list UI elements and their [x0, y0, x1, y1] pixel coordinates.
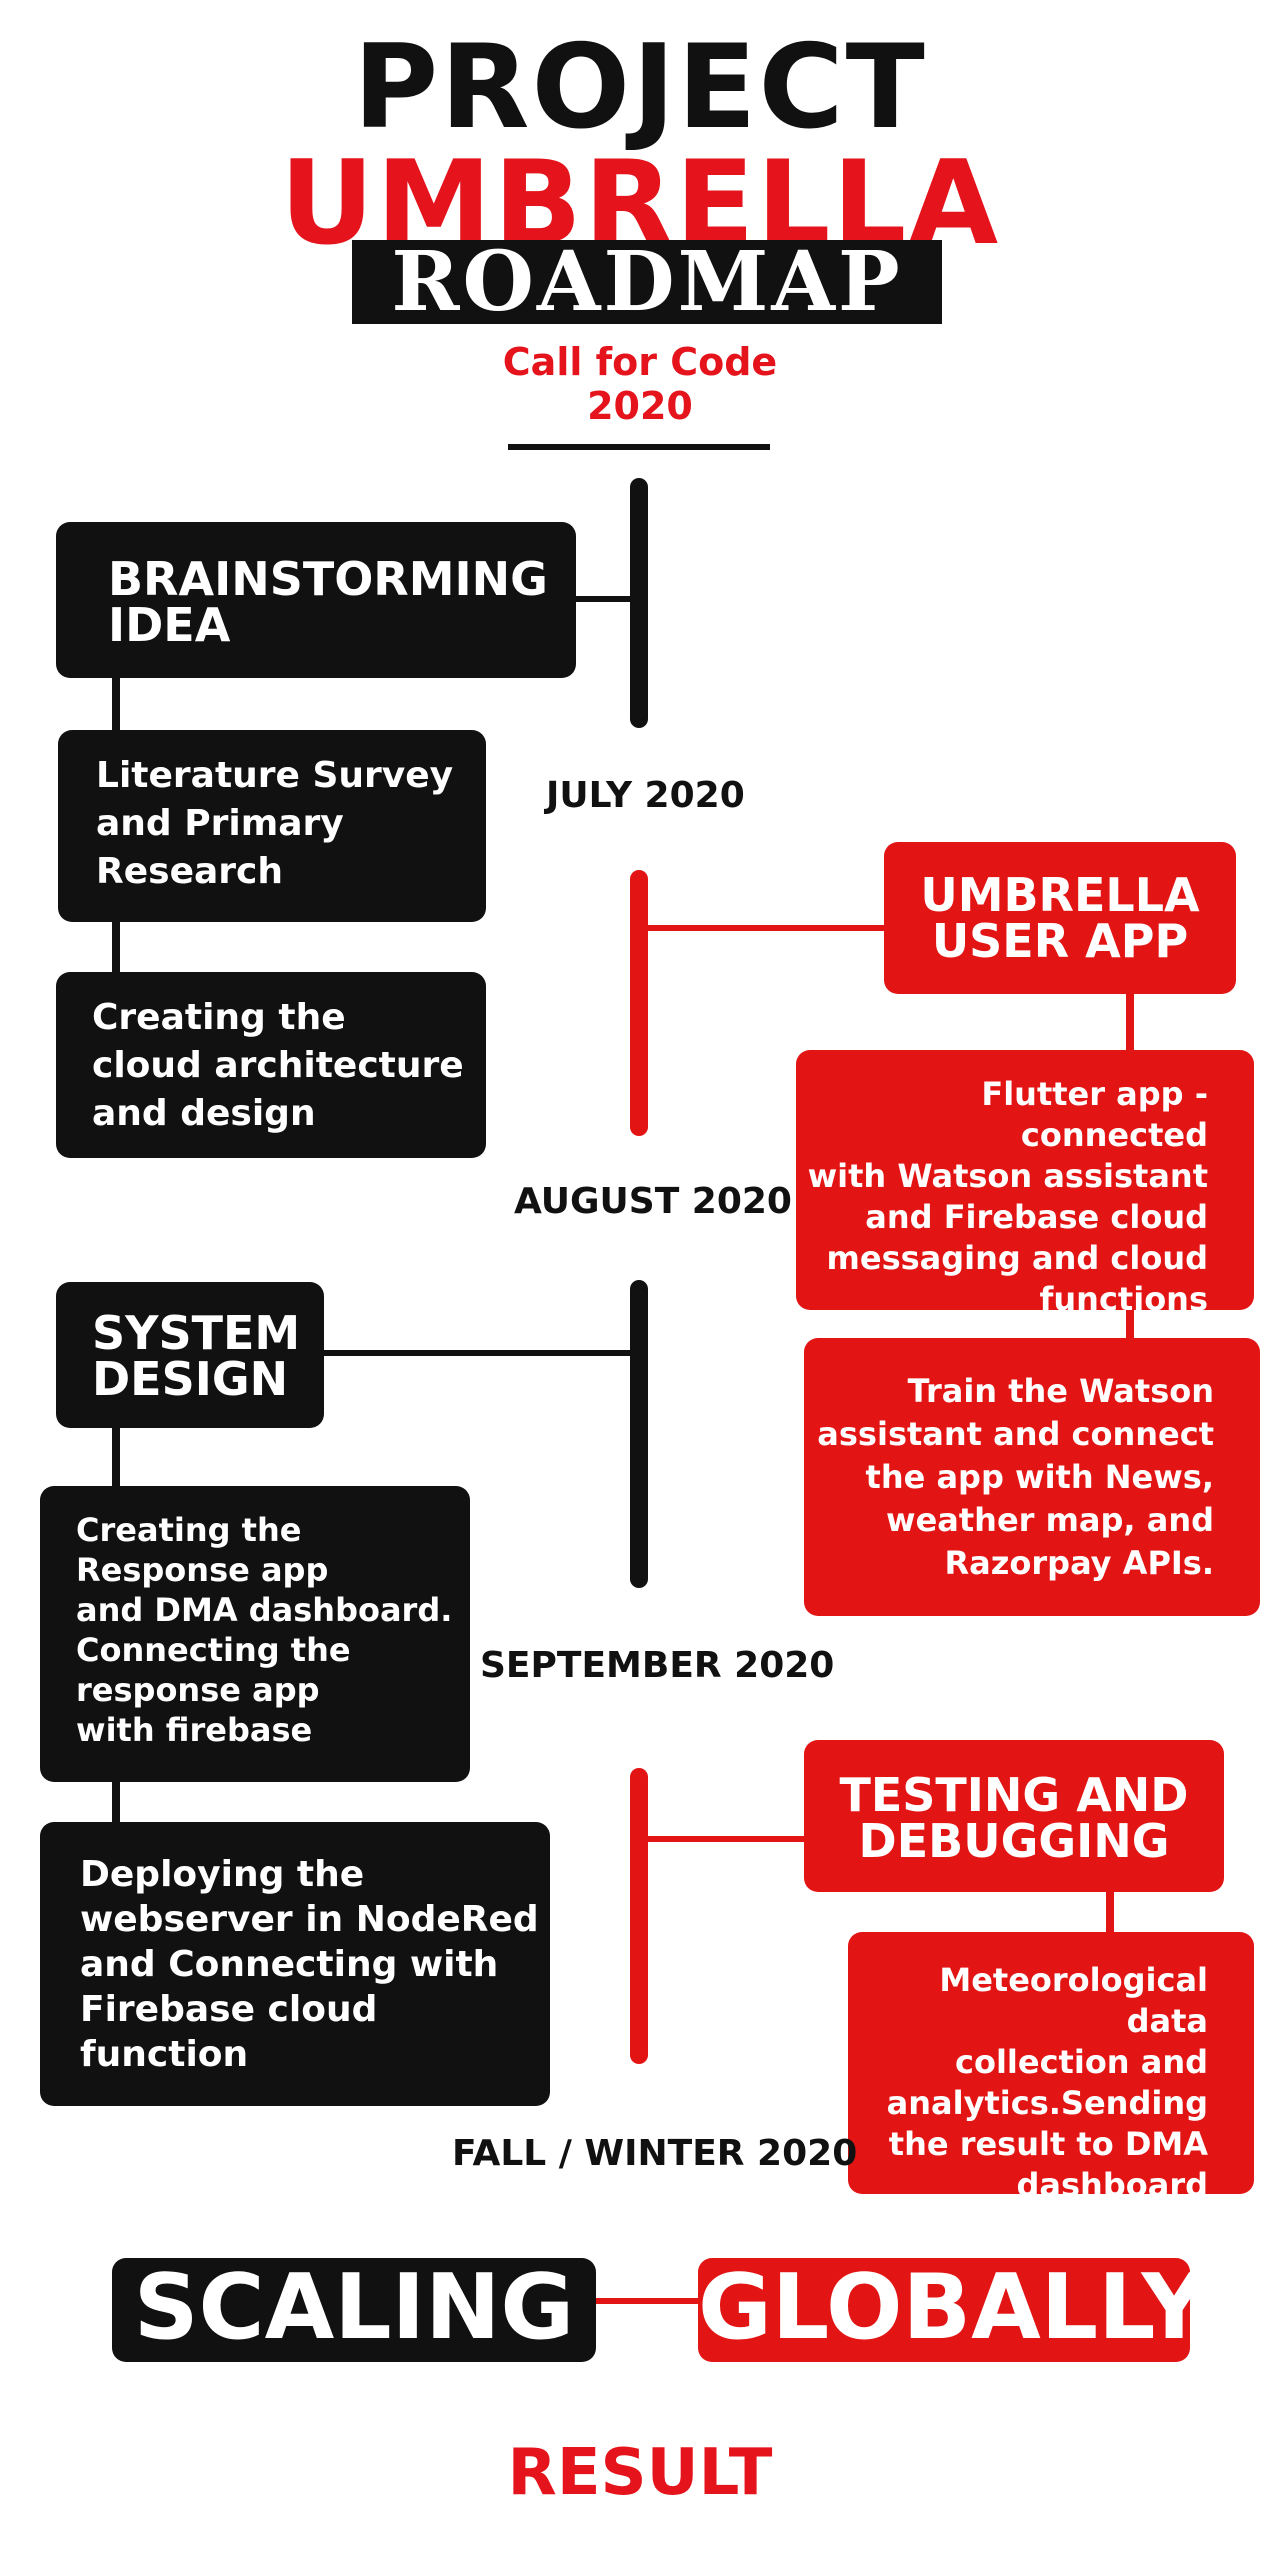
- right-stem-bottom: [1106, 1888, 1114, 1938]
- train-line1: Train the Watson: [907, 1372, 1214, 1410]
- system-design-line1: SYSTEM: [92, 1306, 301, 1360]
- timeline-bar-september: [630, 1280, 648, 1588]
- subtitle-line2: 2020: [587, 384, 693, 428]
- testing-line1: TESTING AND: [839, 1768, 1189, 1822]
- connector-testing: [640, 1836, 808, 1842]
- brainstorming-line2: IDEA: [108, 598, 231, 652]
- timeline-bar-fall: [630, 1768, 648, 2064]
- webserver-line1: Deploying the: [80, 1854, 365, 1895]
- flutter-line2: with Watson assistant: [807, 1157, 1208, 1195]
- date-fall-winter: FALL / WINTER 2020: [452, 2133, 858, 2174]
- testing-line2: DEBUGGING: [858, 1814, 1170, 1868]
- connector-user-app: [640, 925, 884, 931]
- scaling-banner: SCALING: [112, 2258, 596, 2362]
- webserver-line3: and Connecting with: [80, 1944, 499, 1985]
- flutter-app-box: Flutter app - connected with Watson assi…: [796, 1050, 1254, 1318]
- flutter-line3: and Firebase cloud: [865, 1198, 1208, 1236]
- literature-line3: Research: [96, 851, 283, 892]
- webserver-box: Deploying the webserver in NodeRed and C…: [40, 1822, 550, 2106]
- response-line5: response app: [76, 1671, 320, 1709]
- subtitle-underline: [508, 444, 770, 450]
- connector-banner: [592, 2298, 702, 2304]
- globally-banner: GLOBALLY: [698, 2255, 1207, 2362]
- response-line2: Response app: [76, 1551, 329, 1589]
- connector-brainstorm: [572, 596, 638, 602]
- response-line6: with firebase: [76, 1711, 313, 1749]
- timeline-bar-july: [630, 478, 648, 728]
- train-watson-box: Train the Watson assistant and connect t…: [804, 1338, 1260, 1616]
- subtitle-line1: Call for Code: [502, 340, 778, 384]
- meteorological-box: Meteorological data collection and analy…: [848, 1932, 1254, 2204]
- meteo-line5: dashboard: [1016, 2166, 1209, 2204]
- cloud-line2: cloud architecture: [92, 1045, 464, 1086]
- webserver-line5: function: [80, 2034, 249, 2075]
- response-line4: Connecting the: [76, 1631, 351, 1669]
- flutter-line5: functions: [1039, 1280, 1208, 1318]
- literature-line2: and Primary: [96, 803, 344, 844]
- cloud-architecture-box: Creating the cloud architecture and desi…: [56, 972, 486, 1158]
- result-label: RESULT: [507, 2436, 773, 2510]
- umbrella-user-app-box: UMBRELLA USER APP: [884, 842, 1236, 994]
- system-design-box: SYSTEM DESIGN: [56, 1282, 324, 1428]
- date-august: AUGUST 2020: [514, 1181, 792, 1222]
- timeline-bar-august: [630, 870, 648, 1136]
- brainstorming-line1: BRAINSTORMING: [108, 552, 548, 606]
- testing-debugging-box: TESTING AND DEBUGGING: [804, 1740, 1224, 1892]
- date-september: SEPTEMBER 2020: [480, 1645, 835, 1686]
- meteo-line4: the result to DMA: [888, 2125, 1208, 2163]
- title-project: PROJECT: [353, 20, 927, 155]
- literature-line1: Literature Survey: [96, 755, 454, 796]
- connector-system-design: [324, 1350, 638, 1356]
- train-line5: Razorpay APIs.: [944, 1544, 1214, 1582]
- user-app-line1: UMBRELLA: [920, 868, 1200, 922]
- user-app-line2: USER APP: [931, 914, 1189, 968]
- webserver-line4: Firebase cloud: [80, 1989, 378, 2030]
- system-design-line2: DESIGN: [92, 1352, 289, 1406]
- train-line2: assistant and connect: [817, 1415, 1214, 1453]
- page-title: PROJECT UMBRELLA: [0, 30, 1280, 262]
- meteo-line3: analytics.Sending: [886, 2084, 1208, 2122]
- webserver-line2: webserver in NodeRed: [80, 1899, 539, 1940]
- flutter-line1: Flutter app - connected: [981, 1075, 1208, 1154]
- date-july: JULY 2020: [546, 775, 745, 816]
- response-line1: Creating the: [76, 1511, 302, 1549]
- subtitle: Call for Code 2020: [440, 340, 840, 428]
- brainstorming-idea-box: BRAINSTORMING IDEA: [56, 522, 576, 678]
- flutter-line4: messaging and cloud: [826, 1239, 1208, 1277]
- cloud-line3: and design: [92, 1093, 316, 1134]
- train-line3: the app with News,: [865, 1458, 1214, 1496]
- meteo-line1: Meteorological data: [939, 1961, 1208, 2040]
- cloud-line1: Creating the: [92, 997, 346, 1038]
- train-line4: weather map, and: [886, 1501, 1214, 1539]
- roadmap-badge: ROADMAP: [352, 240, 942, 324]
- response-app-box: Creating the Response app and DMA dashbo…: [40, 1486, 470, 1782]
- literature-survey-box: Literature Survey and Primary Research: [58, 730, 486, 922]
- meteo-line2: collection and: [954, 2043, 1208, 2081]
- response-line3: and DMA dashboard.: [76, 1591, 453, 1629]
